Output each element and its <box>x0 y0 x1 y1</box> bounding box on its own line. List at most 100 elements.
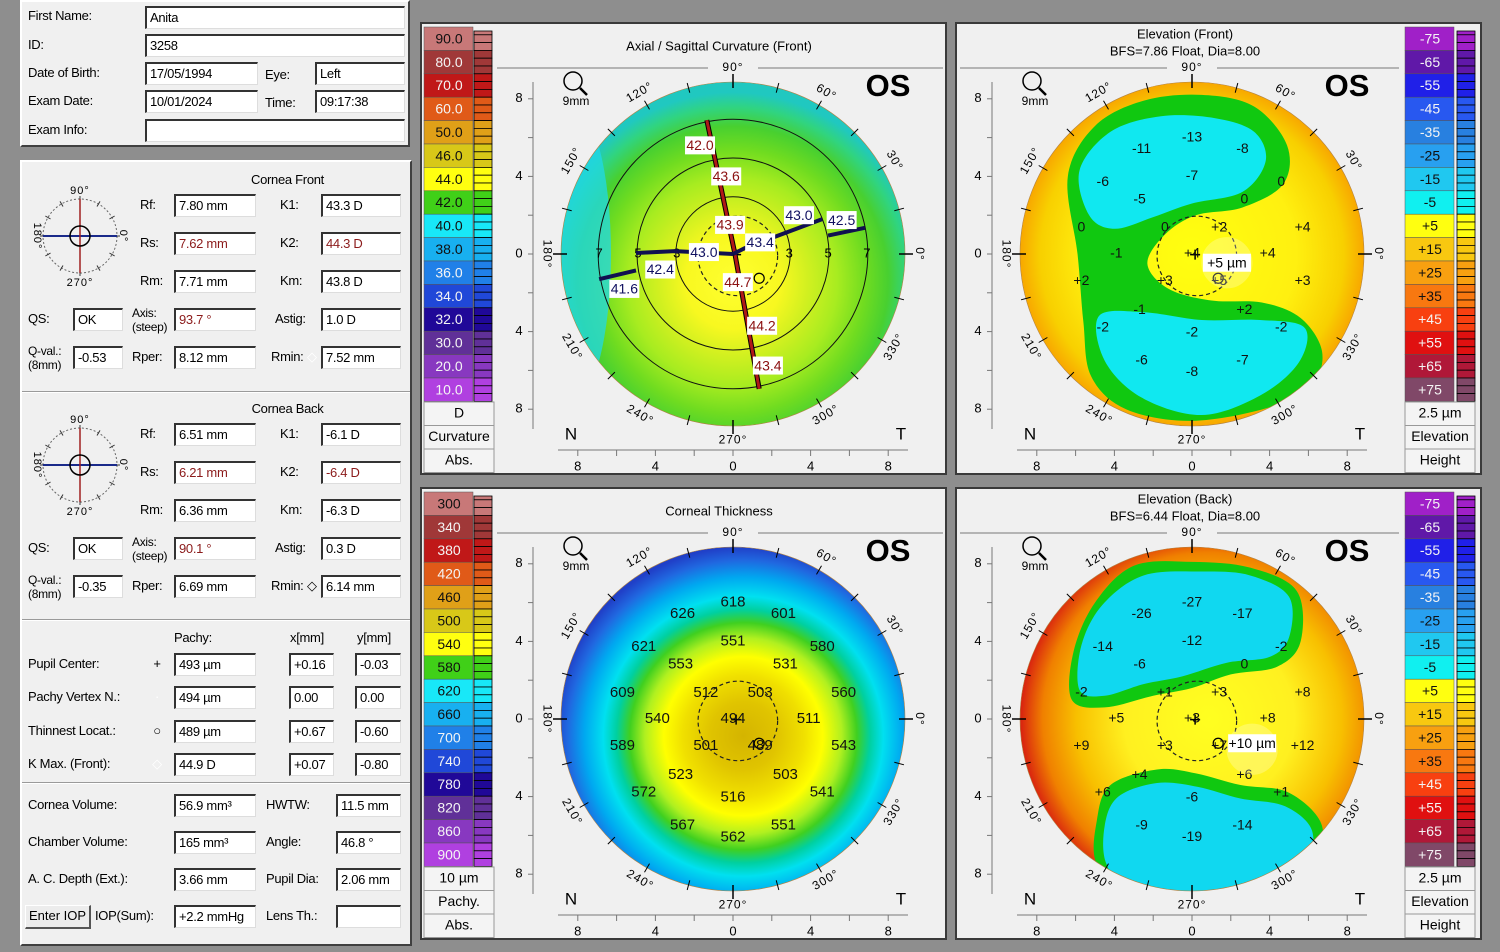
cornea_front-rmin-field[interactable]: 7.52 mm <box>321 346 401 369</box>
x-mm-field[interactable]: +0.67 <box>289 720 334 743</box>
scale-ladder-step <box>1456 741 1476 750</box>
map-value-label: -7 <box>1186 167 1199 183</box>
map-panel-efront[interactable]: -75 -65 -55 -45 -35 -25 -15 -5 +5 +15 +25 +35 +45 +55… <box>955 22 1482 475</box>
exam-date-field[interactable]: 10/01/2024 <box>145 90 258 113</box>
map-panel-pachy[interactable]: 300 340 380 420 460 500 540 580 620 660 700 740 780 8… <box>420 487 947 940</box>
id-field[interactable]: 3258 <box>145 34 405 57</box>
volume-value-field[interactable]: 165 mm³ <box>174 831 256 854</box>
cornea_back-rs-field[interactable]: 6.21 mm <box>174 461 256 484</box>
magnifier-handle-icon[interactable] <box>579 552 588 561</box>
cornea_front-astig-field[interactable]: 1.0 D <box>321 308 401 331</box>
cornea_back-qval-field[interactable]: -0.35 <box>73 575 123 598</box>
cornea_back-rper-field[interactable]: 6.69 mm <box>174 575 256 598</box>
qval-8mm-label: (8mm) <box>28 358 62 372</box>
x-mm-field[interactable]: +0.16 <box>289 653 334 676</box>
volume-value2-field[interactable] <box>336 905 401 928</box>
magnifier-handle-icon[interactable] <box>1038 87 1047 96</box>
cornea_back-k2-field[interactable]: -6.4 D <box>321 461 401 484</box>
cornea_back-k1-field[interactable]: -6.1 D <box>321 423 401 446</box>
scale-label: +25 <box>1418 729 1442 745</box>
cornea_front-qs-field[interactable]: OK <box>73 308 123 331</box>
cornea_back-rm-field[interactable]: 6.36 mm <box>174 499 256 522</box>
magnifier-icon[interactable] <box>1022 536 1042 556</box>
scale-ladder-step <box>473 174 493 184</box>
scale-label: 900 <box>437 846 461 862</box>
scale-label: 20.0 <box>435 358 462 374</box>
scale-ladder-step <box>1456 811 1476 820</box>
scale-ladder-step <box>473 741 493 750</box>
degree-label: 0° <box>1372 712 1386 725</box>
cornea_back-axis-field[interactable]: 90.1 ° <box>174 537 256 560</box>
cornea_front-axis-field[interactable]: 93.7 ° <box>174 308 256 331</box>
y-mm-field[interactable]: 0.00 <box>355 686 401 709</box>
cornea_front-k2-field[interactable]: 44.3 D <box>321 232 401 255</box>
cornea_back-astig-field[interactable]: 0.3 D <box>321 537 401 560</box>
magnifier-handle-icon[interactable] <box>579 87 588 96</box>
first-name-field[interactable]: Anita <box>145 6 405 29</box>
qval-label: Q-val.: <box>28 573 62 587</box>
qval-8mm-label: (8mm) <box>28 587 62 601</box>
degree-label: 180° <box>541 240 555 269</box>
volume-value2-field[interactable]: 46.8 ° <box>336 831 401 854</box>
dob-field[interactable]: 17/05/1994 <box>145 62 258 85</box>
x-tick-label: 8 <box>885 923 892 938</box>
magnifier-icon[interactable] <box>1022 71 1042 91</box>
cornea_front-k1-field[interactable]: 43.3 D <box>321 194 401 217</box>
scale-label: -55 <box>1420 77 1440 93</box>
magnifier-icon[interactable] <box>563 71 583 91</box>
volume-value-field[interactable]: +2.2 mmHg <box>174 905 256 928</box>
elevation-zone <box>1077 571 1293 697</box>
degree-tick <box>1145 415 1150 426</box>
degree-label: 90° <box>1181 525 1202 539</box>
cornea_back-rf-field[interactable]: 6.51 mm <box>174 423 256 446</box>
scale-footer-label: Height <box>1420 452 1461 468</box>
map-value-label: -1 <box>1133 301 1146 317</box>
cornea_front-rm-field[interactable]: 7.71 mm <box>174 270 256 293</box>
x-mm-field[interactable]: 0.00 <box>289 686 334 709</box>
cornea_front-km-field[interactable]: 43.8 D <box>321 270 401 293</box>
degree-tick <box>1038 165 1048 171</box>
scale-label: -55 <box>1420 542 1440 558</box>
scale-ladder-step <box>473 561 493 571</box>
steep-meridian-value: 42.0 <box>686 137 713 153</box>
cornea_front-rper-field[interactable]: 8.12 mm <box>174 346 256 369</box>
map-panel-eback[interactable]: -75 -65 -55 -45 -35 -25 -15 -5 +5 +15 +25 +35 +45 +55… <box>955 487 1482 940</box>
pachy-value-field[interactable]: 44.9 D <box>174 753 256 776</box>
map-panel-axial[interactable]: 90.0 80.0 70.0 60.0 50.0 46.0 44.0 42.0 40.0 38.0… <box>420 22 947 475</box>
scale-ladder-step <box>473 128 493 137</box>
pachy-value-field[interactable]: 494 µm <box>174 686 256 709</box>
exam-info-field[interactable] <box>145 119 405 142</box>
scale-label: 36.0 <box>435 264 462 280</box>
y-mm-field[interactable]: -0.60 <box>355 720 401 743</box>
eye-field[interactable]: Left <box>315 62 405 85</box>
time-field[interactable]: 09:17:38 <box>315 90 405 113</box>
volume-value2-field[interactable]: 11.5 mm <box>336 794 401 817</box>
x-mm-field[interactable]: +0.07 <box>289 753 334 776</box>
scale-label: 80.0 <box>435 54 462 70</box>
scale-ladder-step <box>473 244 493 254</box>
magnifier-handle-icon[interactable] <box>1038 552 1047 561</box>
rf-label: Rf: <box>140 426 156 441</box>
volume-value-field[interactable]: 3.66 mm <box>174 868 256 891</box>
volume-value-field[interactable]: 56.9 mm³ <box>174 794 256 817</box>
pachy-value-field[interactable]: 489 µm <box>174 720 256 743</box>
volume-value2-field[interactable]: 2.06 mm <box>336 868 401 891</box>
cornea_front-qval-field[interactable]: -0.53 <box>73 346 123 369</box>
scale-color-cell <box>423 842 474 867</box>
y-mm-field[interactable]: -0.80 <box>355 753 401 776</box>
cornea_front-rs-field[interactable]: 7.62 mm <box>174 232 256 255</box>
cornea_back-qs-field[interactable]: OK <box>73 537 123 560</box>
magnifier-icon[interactable] <box>563 536 583 556</box>
scale-label: -15 <box>1420 636 1440 652</box>
y-mm-field[interactable]: -0.03 <box>355 653 401 676</box>
scale-ladder-step <box>473 647 493 657</box>
cornea_back-rmin-field[interactable]: 6.14 mm <box>321 575 401 598</box>
cornea_front-rf-field[interactable]: 7.80 mm <box>174 194 256 217</box>
map-value-label: +3 <box>1157 272 1173 288</box>
pachy-value-field[interactable]: 493 µm <box>174 653 256 676</box>
map-value-label: -2 <box>1075 684 1088 700</box>
steep-meridian-value: 43.6 <box>713 168 740 184</box>
steep-meridian-label-box <box>747 316 778 335</box>
enter-iop-button[interactable]: Enter IOP <box>25 905 91 929</box>
cornea_back-km-field[interactable]: -6.3 D <box>321 499 401 522</box>
